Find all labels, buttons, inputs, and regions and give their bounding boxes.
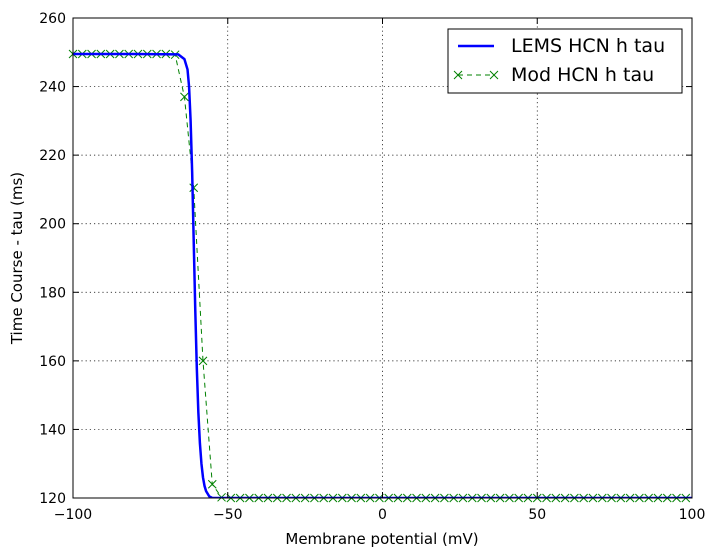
legend-label-mod: Mod HCN h tau [511,64,654,86]
y-tick-label: 220 [39,148,66,164]
y-tick-label: 160 [39,354,66,370]
x-tick-label: 100 [679,507,706,523]
data-point-mod-hcn-h-tau [180,92,189,102]
grid [73,18,692,498]
y-tick-label: 260 [39,11,66,27]
y-tick-label: 120 [39,491,66,507]
y-axis-label: Time Course - tau (ms) [8,172,26,345]
legend: LEMS HCN h tau Mod HCN h tau [447,28,683,94]
data-point-mod-hcn-h-tau [207,479,217,489]
y-axis: 120 140 160 180 200 220 240 260 [39,11,692,507]
series-line-mod-hcn-h-tau [73,53,686,498]
x-tick-label: −50 [213,507,243,523]
plot-area [68,49,692,503]
legend-markers-mod [453,70,499,80]
x-axis-label: Membrane potential (mV) [285,530,478,548]
x-tick-label: −100 [54,507,92,523]
x-tick-label: 0 [378,507,387,523]
x-axis: −100 −50 0 50 100 [54,18,706,523]
legend-frame [447,28,683,94]
x-tick-label: 50 [528,507,546,523]
legend-label-lems: LEMS HCN h tau [511,35,665,57]
data-point-mod-hcn-h-tau [198,356,208,366]
y-tick-label: 200 [39,217,66,233]
y-tick-label: 180 [39,285,66,301]
y-tick-label: 140 [39,422,66,438]
series-line-lems-hcn-h-tau [73,52,692,498]
y-tick-label: 240 [39,80,66,96]
